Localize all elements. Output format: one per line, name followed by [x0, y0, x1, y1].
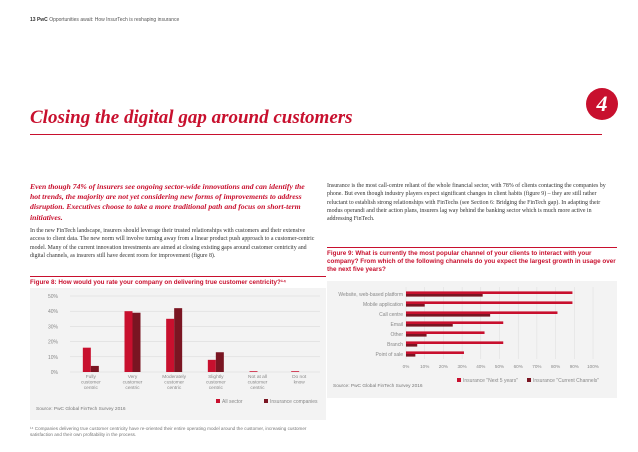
y-category-label: Branch — [387, 342, 403, 348]
title-divider — [30, 134, 602, 135]
body-paragraph-right: Insurance is the most call-centre relian… — [327, 183, 606, 223]
y-category-label: Email — [390, 322, 403, 328]
x-tick-label: know — [294, 380, 306, 386]
footnote: ¹⁴ Companies delivering true customer ce… — [30, 426, 307, 437]
x-tick-label: centric — [250, 385, 265, 391]
legend-label: Insurance "Next 5 years" — [463, 378, 518, 384]
bar-insurance — [174, 308, 183, 372]
bar-all-sector — [291, 371, 300, 372]
figure9-title: Figure 9: What is currently the most pop… — [327, 250, 616, 274]
y-category-label: Mobile application — [363, 302, 403, 308]
bar-current-channels — [406, 314, 491, 317]
figure8-source: Source: PwC Global FinTech Survey 2016 — [36, 407, 126, 412]
bar-next-5-years — [406, 341, 504, 344]
y-tick-label: 30% — [48, 324, 59, 330]
bar-current-channels — [406, 294, 483, 297]
figure8-panel: 0% 10% 20% 30% 40% 50% Fully customer centric Ver… — [30, 288, 326, 420]
x-tick-label: Very — [128, 374, 138, 380]
x-tick-label: centric — [209, 385, 224, 391]
y-tick-label: 40% — [48, 309, 59, 315]
x-tick-label: customer — [81, 380, 101, 386]
x-tick-label: Do not — [292, 374, 307, 380]
bar-next-5-years — [406, 331, 485, 334]
legend-swatch — [457, 378, 461, 382]
figure8-rule — [30, 276, 326, 277]
x-tick-label: customer — [248, 380, 268, 386]
bar-current-channels — [406, 334, 427, 337]
legend-swatch — [264, 399, 268, 403]
x-tick-label: 100% — [587, 364, 599, 369]
x-tick-label: 30% — [457, 364, 466, 369]
document-title: Opportunities await: How InsurTech is re… — [49, 17, 180, 23]
y-tick-label: 0% — [51, 370, 59, 376]
bar-next-5-years — [406, 351, 464, 354]
legend-label: All sector — [222, 399, 243, 405]
x-tick-label: 10% — [420, 364, 429, 369]
y-tick-label: 50% — [48, 294, 59, 300]
y-category-label: Other — [390, 332, 403, 338]
chapter-badge: 4 — [586, 88, 618, 120]
y-tick-label: 20% — [48, 340, 59, 346]
figure8-chart: 0%10%20%30%40%50%FullycustomercentricVer… — [48, 294, 320, 405]
x-tick-label: 50% — [495, 364, 504, 369]
x-tick-label: centric — [167, 385, 182, 391]
page-number: 13 — [30, 17, 36, 23]
bar-current-channels — [406, 304, 425, 307]
bar-next-5-years — [406, 301, 573, 304]
y-category-label: Point of sale — [375, 352, 403, 358]
figure9-source: Source: PwC Global FinTech Survey 2016 — [333, 384, 423, 389]
x-tick-label: customer — [123, 380, 143, 386]
x-tick-label: customer — [206, 380, 226, 386]
bar-all-sector — [207, 359, 216, 372]
body-paragraph-left: In the new FinTech landscape, insurers s… — [30, 228, 315, 259]
legend-swatch — [527, 378, 531, 382]
bar-insurance — [90, 365, 99, 372]
bar-all-sector — [82, 347, 91, 372]
x-tick-label: Slightly — [208, 374, 224, 380]
bar-insurance — [215, 352, 224, 372]
section-title: Closing the digital gap around customers — [30, 107, 353, 128]
x-tick-label: 0% — [403, 364, 410, 369]
x-tick-label: centric — [125, 385, 140, 391]
legend-label: Insurance "Current Channels" — [533, 378, 599, 384]
bar-current-channels — [406, 324, 453, 327]
x-tick-label: 80% — [551, 364, 560, 369]
page-header: 13 PwC Opportunities await: How InsurTec… — [30, 17, 179, 23]
x-tick-label: 20% — [439, 364, 448, 369]
x-tick-label: customer — [164, 380, 184, 386]
bar-insurance — [132, 312, 141, 372]
x-tick-label: 60% — [514, 364, 523, 369]
figure9-rule — [327, 247, 617, 248]
legend-swatch — [216, 399, 220, 403]
x-tick-label: 90% — [570, 364, 579, 369]
bar-current-channels — [406, 354, 416, 357]
x-tick-label: centric — [84, 385, 99, 391]
bar-current-channels — [406, 344, 418, 347]
x-tick-label: Fully — [86, 374, 97, 380]
figure8-title: Figure 8: How would you rate your compan… — [30, 279, 287, 286]
bar-all-sector — [124, 311, 133, 372]
y-tick-label: 10% — [48, 355, 59, 361]
figure9-chart: 0% 10% 20% 30% 40% 50% 60% 70% 80% 90% 100% Website… — [338, 287, 599, 384]
brand-name: PwC — [36, 17, 48, 23]
bar-next-5-years — [406, 291, 573, 294]
bar-next-5-years — [406, 311, 558, 314]
y-category-label: Website, web-based platform — [338, 292, 403, 298]
bar-next-5-years — [406, 321, 504, 324]
x-tick-label: Moderately — [162, 374, 186, 380]
bar-all-sector — [249, 371, 258, 372]
x-tick-label: Not at all — [248, 374, 267, 380]
figure9-panel: 0% 10% 20% 30% 40% 50% 60% 70% 80% 90% 100% Website… — [327, 281, 617, 398]
legend-label: Insurance companies — [270, 399, 318, 405]
y-category-label: Call centre — [379, 312, 403, 318]
intro-paragraph: Even though 74% of insurers see ongoing … — [30, 182, 305, 222]
x-tick-label: 70% — [532, 364, 541, 369]
x-tick-label: 40% — [476, 364, 485, 369]
bar-all-sector — [166, 318, 175, 372]
